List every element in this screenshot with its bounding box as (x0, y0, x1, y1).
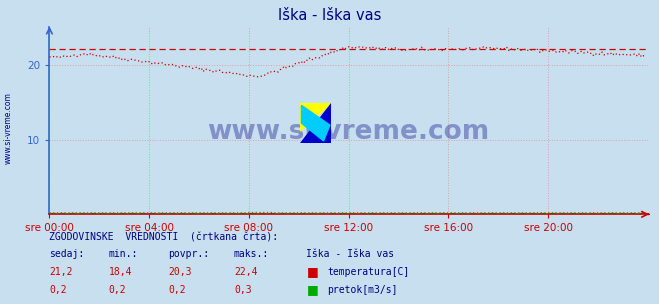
Text: 22,4: 22,4 (234, 267, 258, 277)
Text: temperatura[C]: temperatura[C] (328, 267, 410, 277)
Text: min.:: min.: (109, 249, 138, 259)
Text: ■: ■ (306, 265, 318, 278)
Text: 0,2: 0,2 (168, 285, 186, 295)
Text: 18,4: 18,4 (109, 267, 132, 277)
Text: pretok[m3/s]: pretok[m3/s] (328, 285, 398, 295)
Text: sedaj:: sedaj: (49, 249, 84, 259)
Text: maks.:: maks.: (234, 249, 269, 259)
Text: 0,2: 0,2 (109, 285, 127, 295)
Text: povpr.:: povpr.: (168, 249, 209, 259)
Text: ■: ■ (306, 283, 318, 296)
Polygon shape (301, 105, 330, 141)
Text: 20,3: 20,3 (168, 267, 192, 277)
Text: www.si-vreme.com: www.si-vreme.com (208, 119, 490, 145)
Text: 21,2: 21,2 (49, 267, 73, 277)
Text: 0,3: 0,3 (234, 285, 252, 295)
Text: Iška - Iška vas: Iška - Iška vas (306, 249, 395, 259)
Text: www.si-vreme.com: www.si-vreme.com (3, 92, 13, 164)
Polygon shape (300, 103, 331, 131)
Text: 0,2: 0,2 (49, 285, 67, 295)
Polygon shape (300, 103, 331, 143)
Text: ZGODOVINSKE  VREDNOSTI  (črtkana črta):: ZGODOVINSKE VREDNOSTI (črtkana črta): (49, 232, 279, 242)
Text: Iška - Iška vas: Iška - Iška vas (278, 8, 381, 22)
